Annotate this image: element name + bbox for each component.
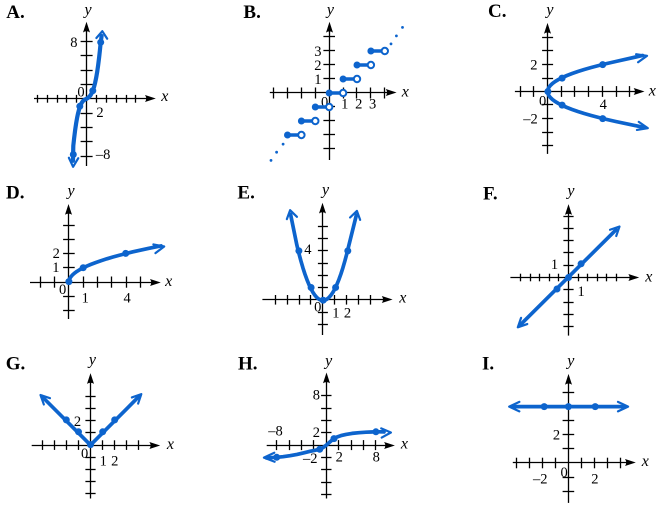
svg-text:x: x xyxy=(641,453,649,470)
svg-text:x: x xyxy=(398,289,406,306)
svg-text:–2: –2 xyxy=(522,111,538,127)
svg-text:1: 1 xyxy=(551,257,558,273)
svg-text:2: 2 xyxy=(53,246,60,262)
svg-text:D.: D. xyxy=(6,183,24,204)
svg-text:1: 1 xyxy=(332,306,339,322)
svg-text:–2: –2 xyxy=(532,471,548,487)
svg-text:E.: E. xyxy=(237,183,254,204)
svg-text:y: y xyxy=(323,352,333,369)
svg-text:y: y xyxy=(565,182,575,199)
svg-text:y: y xyxy=(66,182,76,199)
svg-text:x: x xyxy=(166,436,174,453)
svg-text:0: 0 xyxy=(561,465,568,481)
svg-text:1: 1 xyxy=(314,72,321,88)
svg-text:0: 0 xyxy=(321,95,328,111)
svg-text:3: 3 xyxy=(369,97,376,113)
svg-text:1: 1 xyxy=(82,291,89,307)
svg-text:2: 2 xyxy=(553,427,560,443)
svg-text:2: 2 xyxy=(74,414,81,430)
svg-text:2: 2 xyxy=(314,58,321,74)
svg-text:4: 4 xyxy=(123,291,131,307)
svg-text:y: y xyxy=(565,353,575,370)
svg-text:y: y xyxy=(320,181,330,198)
svg-text:x: x xyxy=(648,82,656,99)
svg-text:0: 0 xyxy=(539,93,546,109)
svg-text:2: 2 xyxy=(96,105,103,121)
svg-text:1: 1 xyxy=(577,284,584,300)
svg-text:F.: F. xyxy=(483,184,498,205)
svg-text:C.: C. xyxy=(488,1,506,22)
svg-text:H.: H. xyxy=(238,354,258,375)
svg-text:2: 2 xyxy=(344,306,351,322)
svg-text:2: 2 xyxy=(336,450,343,466)
svg-text:y: y xyxy=(544,2,554,19)
svg-text:2: 2 xyxy=(591,471,598,487)
svg-text:0: 0 xyxy=(314,300,321,316)
svg-text:A.: A. xyxy=(6,2,24,23)
svg-text:–8: –8 xyxy=(95,147,111,163)
svg-text:–8: –8 xyxy=(267,424,283,440)
svg-text:4: 4 xyxy=(304,242,312,258)
svg-text:8: 8 xyxy=(373,450,380,466)
svg-text:2: 2 xyxy=(313,425,320,441)
svg-text:y: y xyxy=(325,2,335,19)
svg-text:B.: B. xyxy=(243,2,260,23)
svg-text:x: x xyxy=(644,268,652,285)
svg-text:8: 8 xyxy=(70,35,77,51)
svg-text:8: 8 xyxy=(313,388,320,404)
svg-text:x: x xyxy=(400,435,408,452)
svg-text:2: 2 xyxy=(355,97,362,113)
svg-text:y: y xyxy=(87,351,97,368)
svg-text:2: 2 xyxy=(530,57,537,73)
svg-text:I.: I. xyxy=(482,354,494,375)
svg-text:G.: G. xyxy=(6,354,26,375)
svg-text:0: 0 xyxy=(77,85,84,101)
svg-text:1: 1 xyxy=(52,260,59,276)
svg-text:y: y xyxy=(82,2,92,19)
svg-text:1: 1 xyxy=(100,453,107,469)
svg-text:3: 3 xyxy=(314,44,321,60)
svg-text:1: 1 xyxy=(341,97,348,113)
svg-text:4: 4 xyxy=(600,97,608,113)
svg-text:–2: –2 xyxy=(302,451,318,467)
svg-text:2: 2 xyxy=(111,453,118,469)
svg-text:0: 0 xyxy=(81,446,88,462)
svg-text:x: x xyxy=(401,84,409,101)
svg-text:x: x xyxy=(160,88,168,105)
svg-text:0: 0 xyxy=(59,282,66,298)
svg-text:x: x xyxy=(164,273,172,290)
